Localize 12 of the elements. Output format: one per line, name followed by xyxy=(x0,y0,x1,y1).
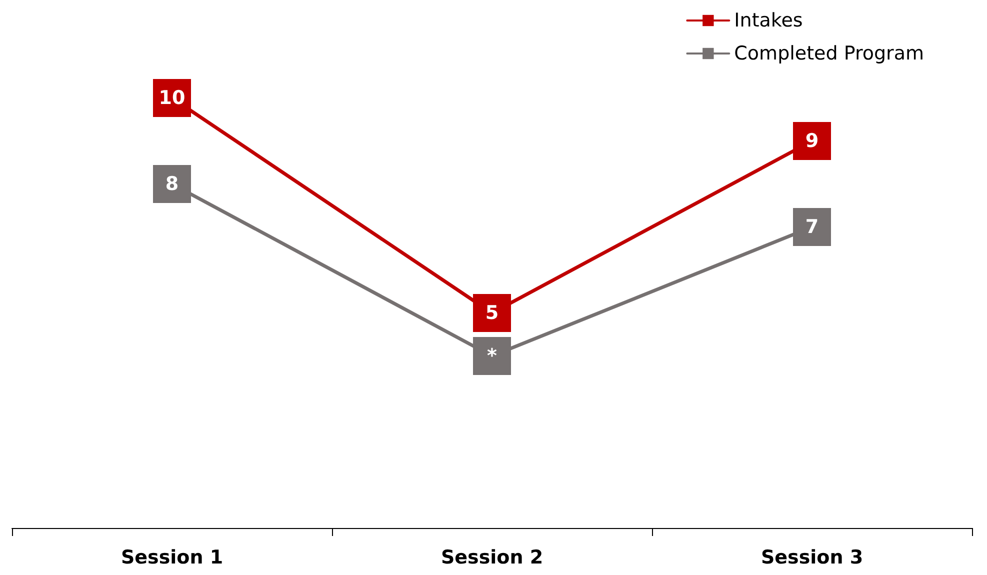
data-label: 8 xyxy=(165,173,179,195)
data-label: 9 xyxy=(805,130,819,152)
legend-label: Intakes xyxy=(734,10,803,32)
point xyxy=(473,337,511,375)
legend-label: Completed Program xyxy=(734,42,924,64)
x-tick-label: Session 1 xyxy=(120,546,224,568)
x-tick-label: Session 3 xyxy=(760,546,864,568)
data-label: 5 xyxy=(485,302,499,324)
data-label: * xyxy=(487,345,498,367)
data-label: 10 xyxy=(158,87,186,109)
data-label: 7 xyxy=(805,216,819,238)
x-tick-label: Session 2 xyxy=(440,546,544,568)
